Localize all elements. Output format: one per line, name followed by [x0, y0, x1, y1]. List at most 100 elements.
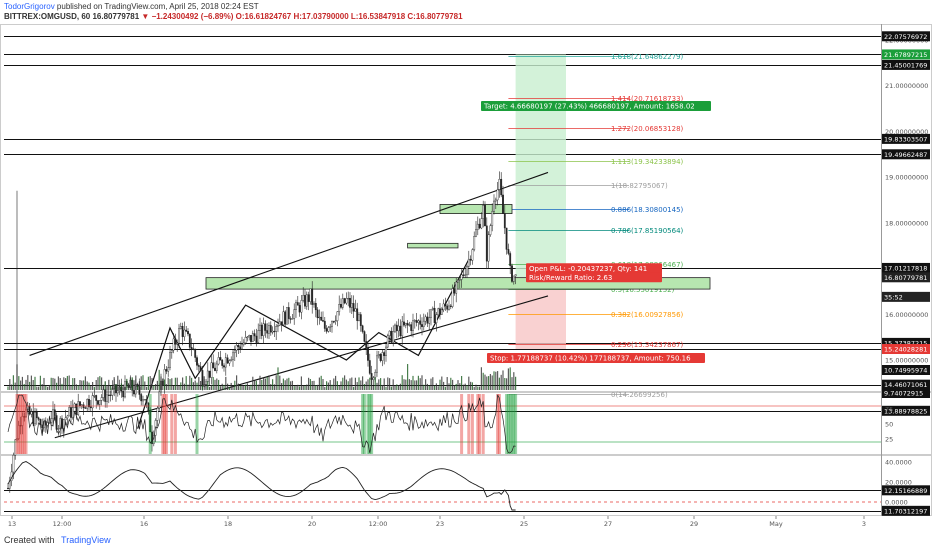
osc-overbought-bar: [497, 394, 501, 454]
volume-bar: [230, 382, 232, 390]
volume-bar: [482, 372, 484, 390]
volume-bar: [155, 384, 157, 390]
volume-bar: [104, 381, 106, 390]
candle-body: [316, 309, 319, 319]
candle-body: [268, 325, 270, 334]
last-price: 16.80779781: [92, 12, 140, 21]
candle-body: [514, 274, 517, 277]
pnl-label-bg: [526, 263, 662, 274]
volume-bar: [160, 376, 162, 390]
volume-bar: [279, 375, 281, 390]
target-area: [515, 54, 566, 278]
candle-body: [512, 275, 515, 282]
volume-bar: [324, 386, 326, 390]
candle-body: [143, 399, 146, 401]
volume-bar: [52, 377, 54, 390]
candle-body: [487, 234, 490, 262]
volume-bar: [20, 380, 22, 390]
volume-bar: [236, 375, 238, 390]
volume-bar: [434, 385, 436, 390]
osc-oversold-bar: [514, 394, 518, 454]
candle-body: [199, 366, 202, 371]
volume-bar: [290, 381, 292, 390]
volume-bar: [507, 368, 509, 390]
pnl-label: Open P&L: -0.20437237, Qty: 141: [529, 265, 647, 273]
volume-bar: [115, 384, 117, 390]
candle-body: [293, 309, 296, 319]
volume-bar: [138, 381, 140, 390]
candle-body: [219, 357, 222, 361]
osc-overbought-bar: [467, 394, 471, 454]
published-text: published on TradingView.com, April 25, …: [56, 2, 259, 11]
risk-reward-label: Risk/Reward Ratio: 2.63: [529, 274, 612, 282]
candle-body: [239, 346, 242, 350]
volume-bar: [214, 379, 216, 390]
candle-body: [32, 411, 35, 425]
volume-bar: [313, 380, 315, 390]
candle-body: [489, 225, 492, 235]
candle-body: [343, 298, 346, 304]
candle-body: [70, 407, 72, 418]
volume-bar: [156, 380, 158, 390]
volume-bar: [513, 372, 515, 390]
candle-body: [437, 308, 440, 315]
candle-body: [503, 213, 506, 229]
y-tick-label: 15.00000000: [885, 357, 928, 365]
candle-body: [498, 178, 501, 190]
candle-body: [363, 331, 366, 342]
volume-bar: [286, 378, 288, 390]
candle-body: [188, 333, 191, 348]
volume-bar: [489, 373, 491, 390]
candle-body: [451, 288, 454, 307]
volume-bar: [47, 386, 49, 390]
tradingview-brand[interactable]: TradingView: [61, 535, 111, 545]
candle-body: [406, 322, 409, 326]
candle-body: [359, 314, 362, 326]
price-axis-badge: [882, 388, 930, 398]
volume-bar: [342, 377, 344, 390]
volume-bar: [385, 386, 387, 390]
candle-body: [421, 324, 423, 327]
volume-bar: [207, 381, 209, 390]
price-axis-badge-label: 12.15166889: [884, 487, 927, 495]
candle-body: [500, 178, 503, 196]
target-label-bg: [481, 101, 711, 111]
volume-bar: [65, 378, 67, 390]
volume-bar: [174, 377, 176, 390]
x-tick-label: May: [769, 520, 783, 528]
volume-bar: [146, 386, 148, 390]
candle-body: [511, 265, 513, 282]
osc-oversold-bar: [362, 394, 366, 454]
candle-body: [403, 321, 405, 326]
candle-body: [23, 416, 26, 418]
candle-body: [237, 345, 240, 348]
volume-bar: [12, 375, 14, 390]
volume-bar: [239, 385, 241, 390]
candle-body: [259, 324, 261, 331]
candle-body: [341, 298, 344, 308]
volume-bar: [192, 382, 194, 390]
volume-bar: [362, 376, 364, 390]
price-axis-badge-label: 21.67897215: [884, 51, 927, 59]
volume-bar: [23, 383, 25, 390]
candle-body: [104, 389, 107, 402]
x-tick-label: 18: [224, 520, 232, 528]
channel-lower-line: [54, 295, 549, 439]
candle-body: [350, 303, 353, 308]
volume-bar: [311, 381, 313, 390]
volume-bar: [396, 384, 398, 390]
volume-bar: [88, 382, 90, 390]
osc-y-tick-label: 75: [885, 406, 893, 414]
candle-body: [372, 377, 375, 380]
candle-body: [347, 297, 350, 300]
candle-body: [100, 397, 103, 401]
candle-body: [440, 309, 443, 315]
volume-bar: [426, 383, 428, 390]
author-link[interactable]: TodorGrigorov: [4, 2, 55, 11]
volume-bar: [11, 384, 13, 390]
volume-bar: [176, 377, 178, 390]
volume-bar: [363, 384, 365, 390]
candle-body: [147, 402, 150, 411]
candle-body: [433, 307, 436, 323]
